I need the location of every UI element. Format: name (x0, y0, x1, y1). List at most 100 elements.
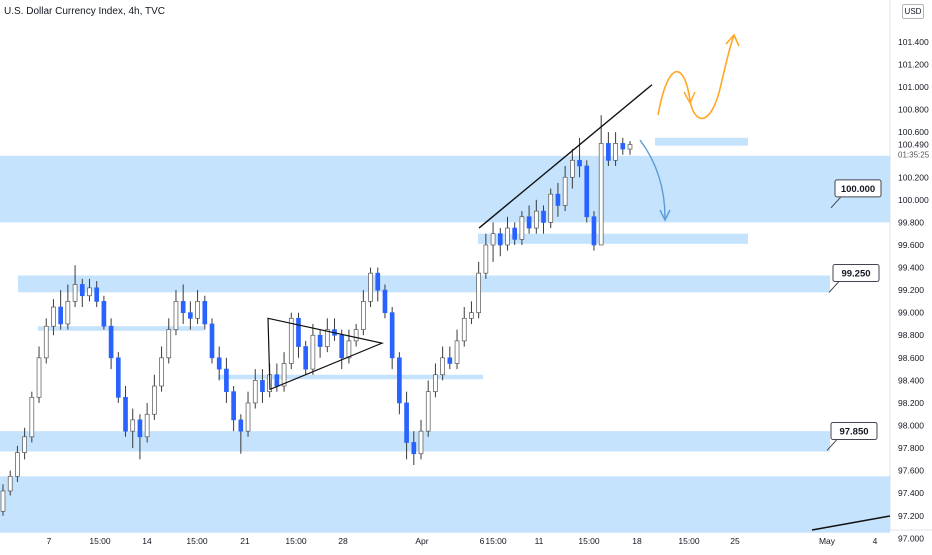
price-tick-label: 97.200 (898, 511, 924, 521)
candle-body (339, 334, 345, 359)
candle-body (425, 391, 431, 432)
time-tick-label: 15:00 (578, 536, 600, 546)
candle-body (202, 301, 208, 325)
candle-body (152, 385, 157, 415)
candle-body (577, 159, 582, 167)
price-axis[interactable]: 97.000 97.200 97.400 97.600 97.800 98.000 98.2… (893, 37, 932, 544)
zone-3 (0, 476, 890, 533)
symmetrical-triangle (267, 317, 385, 391)
bullish-arrow-head (725, 33, 740, 47)
candle-body (72, 284, 78, 302)
time-tick-label: 4 (873, 536, 878, 546)
price-tick-label: 98.200 (898, 398, 924, 408)
candle-body (159, 357, 164, 387)
candle-body (252, 380, 258, 404)
candle-body (447, 357, 453, 364)
candle-body (324, 329, 330, 347)
level-callout-box (834, 179, 882, 198)
candle-body (469, 312, 474, 319)
candle-body (497, 233, 503, 246)
candle-body (353, 329, 359, 342)
candle-body (440, 357, 445, 376)
price-tick-label: 100.800 (898, 105, 929, 115)
candle-body (606, 143, 611, 161)
last-price-box (893, 138, 932, 161)
price-tick-label: 100.600 (898, 127, 929, 137)
time-tick-label: 15:00 (678, 536, 700, 546)
candle-body (505, 227, 510, 246)
candle-body (0, 490, 6, 512)
candle-body (562, 176, 568, 206)
price-tick-label: 98.600 (898, 353, 924, 363)
time-tick-label: 21 (240, 536, 250, 546)
price-tick-label: 99.000 (898, 308, 924, 318)
price-tick-label: 99.800 (898, 217, 924, 227)
candle-body (296, 317, 301, 347)
zone-0 (0, 155, 890, 223)
candle-body (620, 143, 626, 150)
candle-body (591, 216, 597, 246)
candle-body (245, 402, 251, 432)
zone-1 (18, 275, 830, 293)
last-price-label: 100.490 (898, 140, 929, 150)
candle-body (454, 340, 460, 364)
bearish-projection-path (639, 139, 666, 219)
candle-body (65, 301, 71, 325)
level-callout-label: 97.850 (839, 426, 868, 437)
candle-body (216, 357, 222, 370)
candle-body (627, 144, 633, 150)
countdown-label: 01:35:25 (898, 151, 930, 160)
currency-button[interactable]: USD (902, 4, 924, 19)
price-tick-label: 98.000 (898, 421, 924, 431)
candle-body (274, 374, 280, 387)
bullish-projection-path (657, 35, 735, 119)
level-callout-box (830, 421, 878, 440)
time-axis[interactable]: 7 15:00 14 15:00 21 15:00 28 Apr 6 15:00 11 15:00 18… (47, 536, 878, 546)
candle-body (231, 391, 236, 421)
price-tick-label: 99.600 (898, 240, 924, 250)
candle-body (224, 368, 229, 393)
candle-body (613, 143, 618, 161)
candle-body (310, 334, 316, 370)
candle-body (166, 329, 172, 359)
candle-body (584, 165, 590, 218)
candle-body (180, 301, 186, 314)
candle-body (404, 402, 409, 443)
price-tick-label: 101.200 (898, 59, 929, 69)
level-callout-box (832, 263, 880, 282)
candle-body (512, 227, 518, 240)
time-tick-label: Apr (415, 536, 428, 546)
candle-body (346, 340, 352, 359)
candle-body (22, 436, 27, 453)
candle-body (51, 306, 56, 327)
candle-body (144, 413, 150, 438)
candle-body (368, 272, 373, 302)
level-callout-label: 100.000 (841, 184, 875, 195)
candle-body (303, 346, 309, 370)
candle-body (43, 325, 49, 359)
candle-body (209, 323, 215, 359)
candle-body (389, 312, 395, 359)
price-tick-label: 97.800 (898, 443, 924, 453)
time-tick-label: 18 (632, 536, 642, 546)
time-tick-label: 7 (47, 536, 52, 546)
candle-body (361, 301, 366, 330)
time-tick-label: 15:00 (285, 536, 307, 546)
candle-body (526, 216, 532, 229)
candle-body (137, 419, 143, 438)
candle-body (58, 306, 63, 325)
candle-body (7, 475, 13, 492)
candle-body (36, 357, 42, 398)
candle-body (260, 380, 265, 393)
time-tick-label: 15:00 (89, 536, 111, 546)
price-tick-label: 99.400 (898, 263, 924, 273)
candle-body (598, 143, 604, 246)
candle-body (288, 317, 294, 364)
candle-body (115, 357, 121, 398)
time-tick-label: 25 (730, 536, 740, 546)
candle-body (317, 334, 323, 347)
price-tick-label: 98.400 (898, 375, 924, 385)
price-tick-label: 97.400 (898, 488, 924, 498)
